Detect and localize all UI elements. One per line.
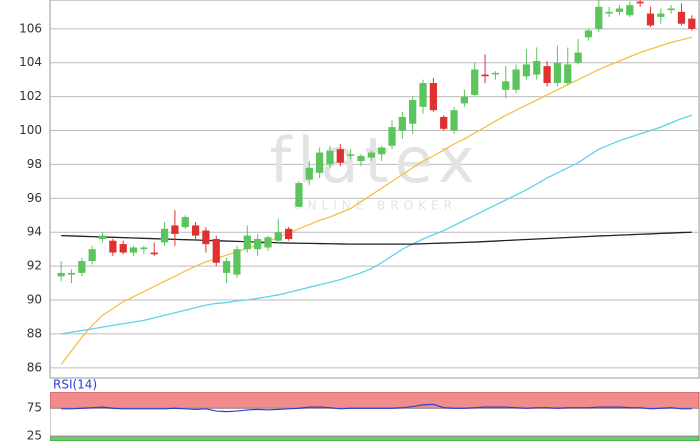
candle-body [481, 74, 489, 77]
main-plot: flatex ONLINE BROKER [50, 0, 699, 369]
candle-body [636, 1, 644, 4]
candle-body [336, 149, 344, 163]
candle-body [243, 235, 251, 250]
y-tick-label: 102 [19, 89, 42, 103]
candle-body [367, 152, 375, 158]
candle-body [460, 96, 468, 104]
candle-body [222, 261, 231, 273]
moving-average-line [60, 36, 692, 365]
candle-body [429, 83, 437, 111]
candle-body [181, 216, 189, 228]
moving-average-line [61, 114, 693, 335]
candle-body [533, 61, 541, 75]
candle-body [419, 83, 427, 107]
candle-body [295, 183, 303, 207]
candle-body [440, 116, 448, 129]
y-tick-label: 90 [27, 293, 42, 307]
candle-body [316, 152, 324, 173]
y-tick-label: 94 [27, 225, 42, 239]
candle-body [67, 272, 76, 275]
candle-body [626, 5, 634, 16]
candle-body [191, 225, 200, 236]
candle-body [57, 272, 65, 277]
candle-body [491, 72, 500, 75]
candle-body [326, 150, 334, 165]
candle-body [150, 252, 158, 255]
candle-body [543, 66, 551, 84]
y-tick-label: 100 [19, 123, 42, 137]
candle-body [522, 64, 531, 77]
candle-body [98, 235, 107, 240]
rsi-title: RSI(14) [53, 378, 97, 392]
candle-body [512, 69, 520, 90]
candle-body [233, 249, 241, 275]
candle-body [502, 81, 510, 90]
y-tick-label: 108 [19, 0, 42, 1]
oversold-band [50, 435, 700, 441]
candle-body [305, 167, 313, 180]
candle-body [357, 155, 365, 162]
overbought-band [50, 392, 700, 409]
candle-body [409, 100, 417, 124]
candle-body [388, 127, 396, 146]
y-tick-label: 96 [27, 191, 42, 205]
candle-body [212, 239, 220, 263]
y-tick-label: 86 [27, 360, 42, 374]
y-tick-label: 92 [27, 259, 42, 273]
y-tick-label: 104 [19, 55, 42, 69]
y-tick-label: 88 [27, 326, 42, 340]
candle-body [202, 230, 210, 245]
candle-body [667, 8, 675, 11]
rsi-tick-label: 75 [27, 401, 42, 415]
candle-body [264, 237, 272, 248]
candle-body [78, 261, 86, 273]
y-tick-label: 98 [27, 157, 42, 171]
candle-body [688, 18, 696, 29]
y-tick-label: 106 [19, 21, 42, 35]
candle-body [274, 232, 282, 241]
candle-body [471, 69, 479, 95]
candle-body [171, 225, 179, 234]
candle-body [574, 52, 582, 63]
candle-body [129, 247, 138, 253]
candle-body [398, 116, 406, 131]
watermark-subtitle: ONLINE BROKER [293, 199, 457, 213]
candle-body [378, 147, 386, 155]
candle-body [646, 13, 655, 26]
candle-body [615, 8, 624, 12]
candle-body [595, 6, 603, 29]
candle-body [88, 249, 96, 262]
candle-body [584, 30, 593, 38]
candle-body [109, 240, 117, 253]
candle-body [140, 247, 148, 250]
candle-body [657, 13, 665, 17]
rsi-line [61, 403, 692, 413]
candle-body [285, 228, 293, 240]
candle-body [564, 64, 572, 84]
candle-body [119, 244, 127, 253]
watermark: flatex [269, 124, 480, 197]
candle-body [160, 228, 169, 243]
candle-body [553, 62, 562, 84]
candle-body [677, 11, 686, 24]
candle-body [253, 239, 262, 250]
candle-body [605, 11, 613, 14]
rsi-plot [50, 392, 700, 441]
rsi-tick-label: 25 [27, 429, 42, 441]
candle-body [347, 154, 355, 156]
candle-body [450, 110, 458, 131]
